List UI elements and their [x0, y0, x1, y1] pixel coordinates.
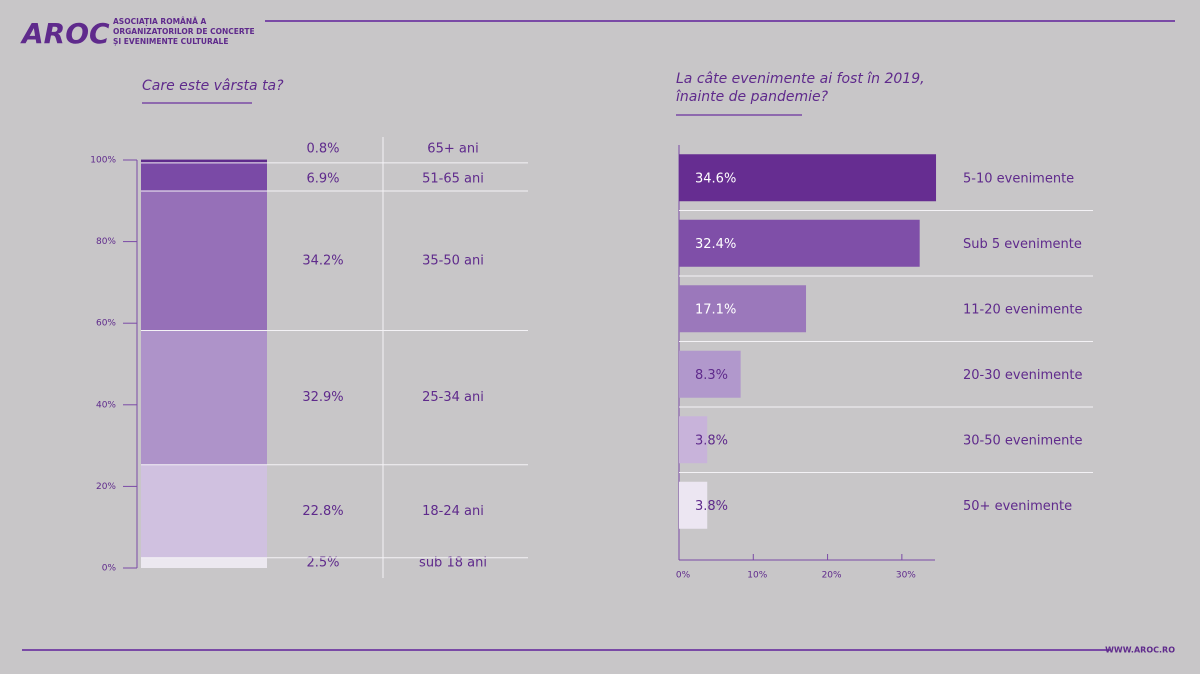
category-label: Sub 5 evenimente [963, 237, 1082, 252]
legend-label: 65+ ani [427, 142, 478, 157]
chart-title: înainte de pandemie? [676, 89, 829, 105]
legend-label: 25-34 ani [422, 390, 484, 405]
y-tick-label: 0% [102, 564, 117, 574]
bar [679, 416, 708, 464]
bar [679, 154, 937, 202]
bar-segment [141, 162, 267, 192]
x-tick-label: 10% [747, 571, 767, 581]
value-label: 0.8% [306, 142, 339, 157]
x-tick-label: 30% [896, 571, 916, 581]
y-tick-label: 20% [96, 482, 116, 492]
bar [679, 219, 920, 267]
bar-segment [141, 330, 267, 465]
bar [679, 481, 708, 529]
bar [679, 285, 807, 333]
category-label: 11-20 evenimente [963, 302, 1082, 317]
value-label: 22.8% [302, 504, 343, 519]
y-tick-label: 80% [96, 237, 116, 247]
value-label: 3.8% [695, 499, 728, 514]
value-label: 32.9% [302, 390, 343, 405]
legend-label: sub 18 ani [419, 555, 487, 570]
category-label: 20-30 evenimente [963, 368, 1082, 383]
value-label: 17.1% [695, 302, 736, 317]
bar-segment [141, 557, 267, 568]
x-tick-label: 20% [822, 571, 842, 581]
value-label: 8.3% [695, 368, 728, 383]
chart-title: La câte evenimente ai fost în 2019, [676, 71, 925, 87]
value-label: 6.9% [306, 171, 339, 186]
category-label: 50+ evenimente [963, 499, 1072, 514]
legend-label: 35-50 ani [422, 253, 484, 268]
chart-title: Care este vârsta ta? [142, 78, 284, 94]
category-label: 5-10 evenimente [963, 171, 1074, 186]
value-label: 2.5% [306, 555, 339, 570]
bar-segment [141, 464, 267, 558]
value-label: 32.4% [695, 237, 736, 252]
bar-segment [141, 159, 267, 163]
legend-label: 51-65 ani [422, 171, 484, 186]
value-label: 3.8% [695, 433, 728, 448]
y-tick-label: 60% [96, 319, 116, 329]
legend-label: 18-24 ani [422, 504, 484, 519]
logo: AROC [20, 17, 110, 50]
org-name: ASOCIAȚIA ROMÂNĂ A [113, 17, 207, 27]
category-label: 30-50 evenimente [963, 433, 1082, 448]
footer-url: WWW.AROC.RO [1105, 646, 1175, 655]
org-name: ȘI EVENIMENTE CULTURALE [113, 37, 228, 46]
value-label: 34.6% [695, 171, 736, 186]
y-tick-label: 100% [90, 156, 116, 166]
x-tick-label: 0% [676, 571, 691, 581]
y-tick-label: 40% [96, 400, 116, 410]
org-name: ORGANIZATORILOR DE CONCERTE [113, 27, 255, 36]
value-label: 34.2% [302, 253, 343, 268]
bar-segment [141, 191, 267, 331]
bar [679, 350, 741, 398]
